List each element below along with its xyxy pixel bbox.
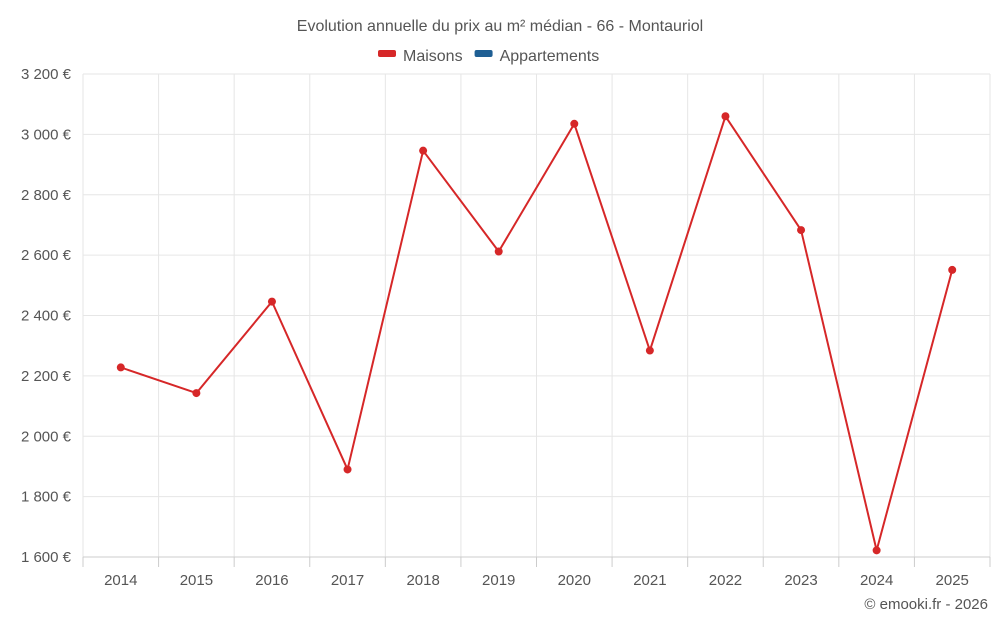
legend-swatch xyxy=(378,50,396,57)
y-tick-label: 2 400 € xyxy=(21,308,72,325)
legend-swatch xyxy=(474,50,493,57)
x-tick-label: 2018 xyxy=(406,572,439,589)
credit-text: © emooki.fr - 2026 xyxy=(864,596,988,613)
data-point[interactable] xyxy=(343,465,352,474)
data-point[interactable] xyxy=(872,546,881,555)
y-axis: 1 600 € 1 800 € 2 000 € 2 200 € 2 400 € 2 600… xyxy=(21,66,72,566)
x-tick-label: 2015 xyxy=(180,572,213,589)
x-tick-label: 2020 xyxy=(558,572,591,589)
grid xyxy=(82,73,991,558)
y-tick-label: 3 200 € xyxy=(21,66,72,83)
y-tick-label: 2 600 € xyxy=(21,247,72,264)
legend-label: Appartements xyxy=(500,48,600,65)
y-tick-label: 1 800 € xyxy=(21,489,72,506)
x-tick-label: 2025 xyxy=(936,572,969,589)
x-tick-label: 2014 xyxy=(104,572,137,589)
x-tick-label: 2019 xyxy=(482,572,515,589)
chart-title: Evolution annuelle du prix au m² médian … xyxy=(297,18,703,35)
x-tick-label: 2016 xyxy=(255,572,288,589)
data-point[interactable] xyxy=(267,297,276,306)
x-tick-label: 2022 xyxy=(709,572,742,589)
data-point[interactable] xyxy=(570,119,579,128)
data-point[interactable] xyxy=(419,146,428,155)
data-point[interactable] xyxy=(116,363,125,372)
x-tick-label: 2023 xyxy=(784,572,817,589)
y-tick-label: 1 600 € xyxy=(21,549,72,566)
y-tick-label: 2 800 € xyxy=(21,187,72,204)
x-tick-label: 2024 xyxy=(860,572,893,589)
data-point[interactable] xyxy=(192,389,201,398)
legend-label: Maisons xyxy=(403,48,463,65)
y-tick-label: 3 000 € xyxy=(21,126,72,143)
data-point[interactable] xyxy=(494,247,503,256)
legend-item[interactable]: Appartements xyxy=(474,48,600,65)
x-axis: 2014 2015 2016 2017 2018 2019 2020 2021 2022 2023… xyxy=(82,556,991,589)
x-tick-label: 2021 xyxy=(633,572,666,589)
legend: Maisons Appartements xyxy=(378,48,599,65)
series-line xyxy=(120,115,954,552)
x-tick-label: 2017 xyxy=(331,572,364,589)
data-point[interactable] xyxy=(797,226,806,235)
y-tick-label: 2 200 € xyxy=(21,368,72,385)
data-point[interactable] xyxy=(721,112,730,121)
data-point[interactable] xyxy=(645,346,654,355)
legend-item[interactable]: Maisons xyxy=(378,48,463,65)
y-tick-label: 2 000 € xyxy=(21,428,72,445)
series-layer xyxy=(116,112,957,555)
data-point[interactable] xyxy=(948,265,957,274)
